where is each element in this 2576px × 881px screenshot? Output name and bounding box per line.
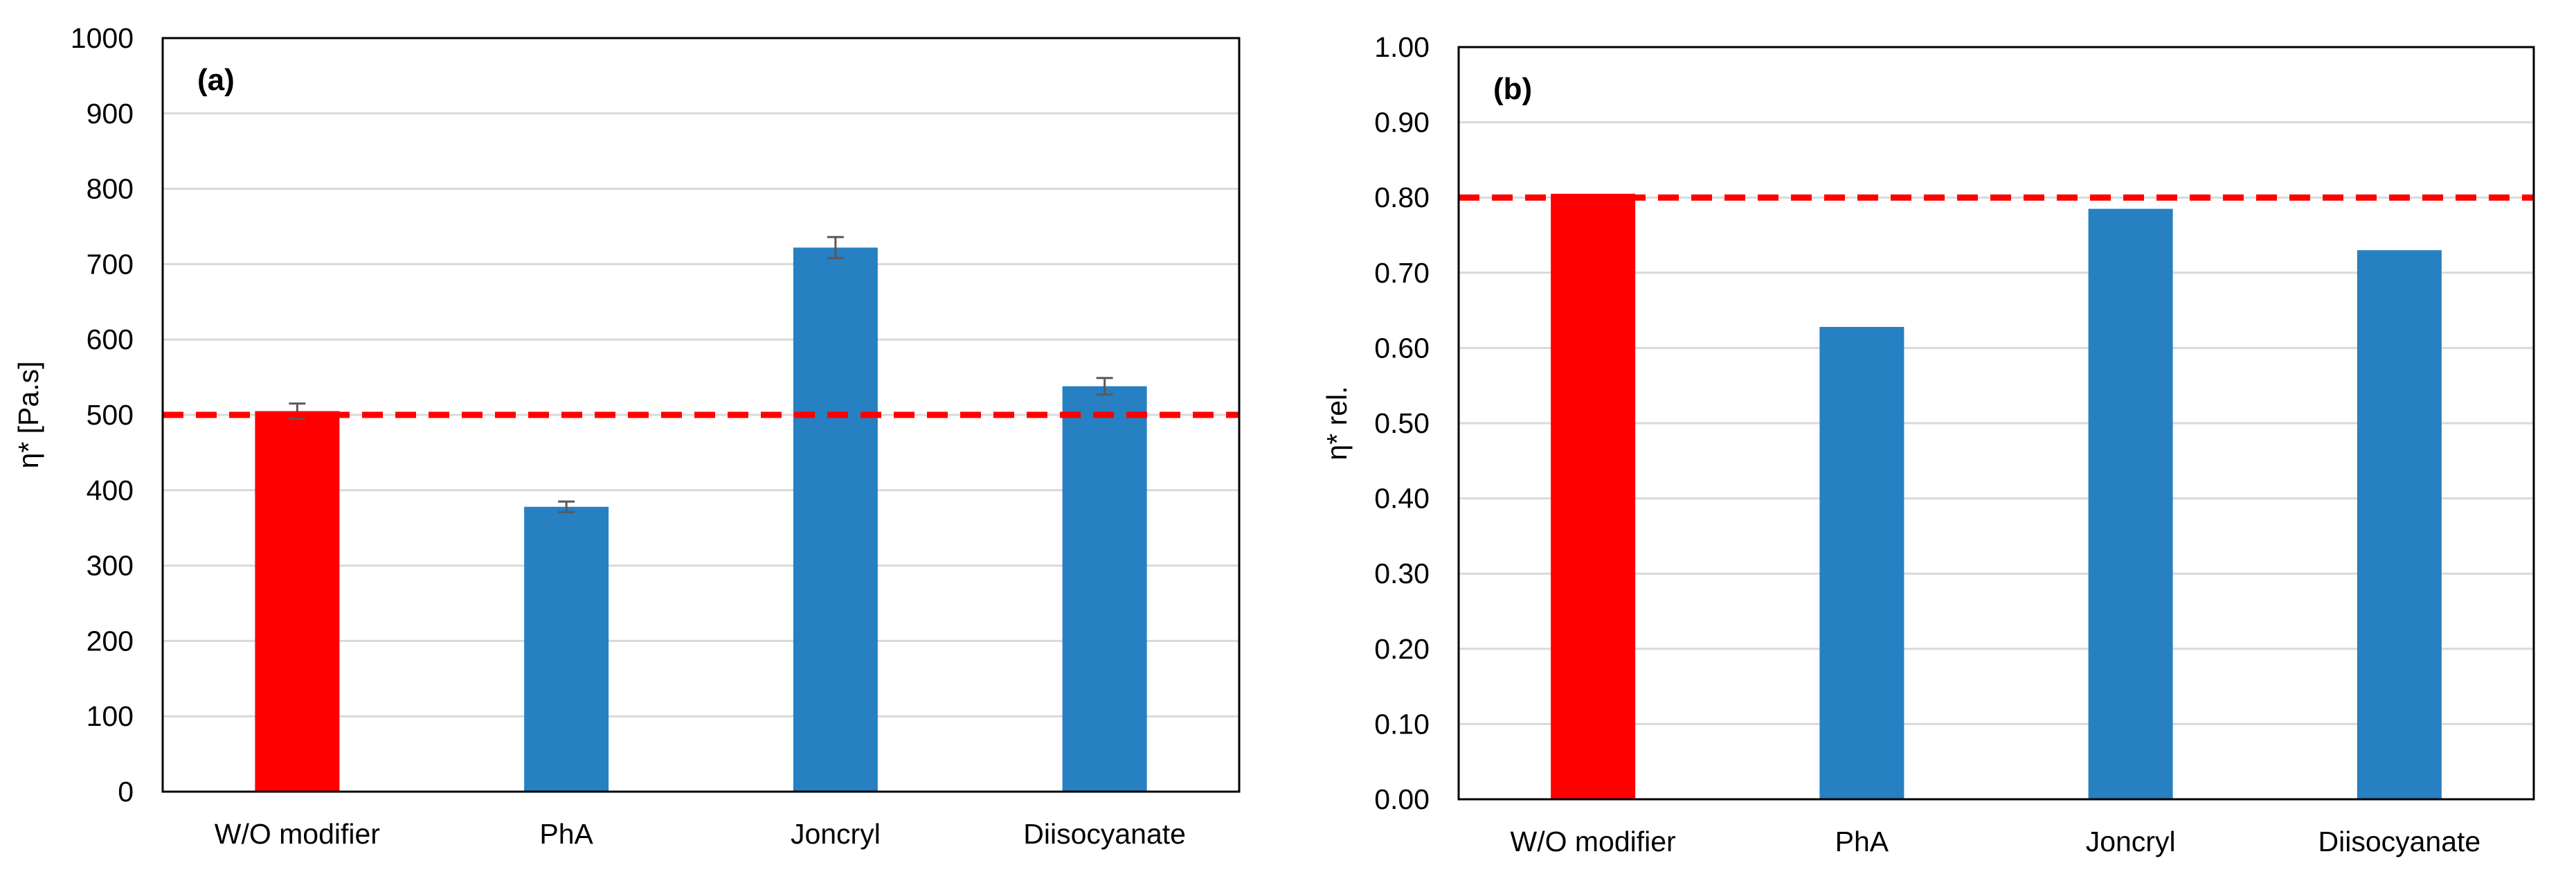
bar-diisocyanate — [1062, 386, 1147, 792]
y-tick-label: 0.80 — [1374, 181, 1430, 213]
y-tick-label: 0.60 — [1374, 332, 1430, 364]
y-tick-label: 900 — [87, 98, 134, 130]
y-tick-label: 100 — [87, 700, 134, 732]
y-tick-label: 0.90 — [1374, 107, 1430, 139]
y-axis-label: η* [Pa.s] — [12, 362, 44, 469]
y-tick-label: 800 — [87, 173, 134, 205]
y-tick-label: 0.70 — [1374, 257, 1430, 289]
x-tick-label: Diisocyanate — [1023, 818, 1186, 850]
panel-b: 0.00 0.10 0.20 0.30 0.40 0.50 0.60 0.70 0.80 0.90… — [1321, 31, 2535, 857]
y-tick-label: 400 — [87, 474, 134, 506]
bar-joncryl — [793, 247, 878, 792]
y-tick-label: 1000 — [71, 22, 134, 54]
y-tick-label: 0 — [118, 776, 134, 808]
bar-joncryl — [2088, 208, 2173, 799]
y-tick-label: 200 — [87, 625, 134, 657]
x-tick-label: W/O modifier — [215, 818, 380, 850]
y-tick-label: 0.50 — [1374, 407, 1430, 439]
x-tick-label: Joncryl — [791, 818, 881, 850]
bar-pha — [1819, 326, 1904, 799]
error-bar — [827, 235, 844, 260]
bar-w-o-modifier — [255, 411, 340, 792]
x-tick-label: Joncryl — [2086, 826, 2176, 857]
y-tick-label: 0.00 — [1374, 783, 1430, 815]
plot-frame — [161, 37, 1241, 793]
plot-frame — [1457, 46, 2535, 801]
error-bar — [1096, 377, 1113, 396]
x-tick-label: PhA — [539, 818, 593, 850]
panel-label: (a) — [197, 63, 235, 97]
x-tick-label: W/O modifier — [1511, 826, 1676, 857]
bar-pha — [524, 506, 609, 792]
x-tick-label: Diisocyanate — [2318, 826, 2481, 857]
y-tick-label: 1.00 — [1374, 31, 1430, 63]
y-axis-label: η* rel. — [1321, 386, 1353, 460]
y-tick-label: 0.30 — [1374, 558, 1430, 589]
y-tick-label: 700 — [87, 248, 134, 280]
panel-label: (b) — [1493, 72, 1532, 106]
y-tick-label: 300 — [87, 550, 134, 582]
bar-w-o-modifier — [1551, 193, 1636, 799]
x-tick-label: PhA — [1835, 826, 1889, 857]
bar-diisocyanate — [2357, 250, 2442, 800]
error-bar — [558, 500, 575, 513]
y-tick-label: 0.40 — [1374, 483, 1430, 515]
y-tick-label: 600 — [87, 323, 134, 355]
y-tick-label: 500 — [87, 399, 134, 431]
y-tick-label: 0.20 — [1374, 633, 1430, 665]
y-tick-label: 0.10 — [1374, 708, 1430, 740]
panel-a: 0 100 200 300 400 500 600 700 800 900 1000 W/O modi… — [12, 22, 1241, 850]
